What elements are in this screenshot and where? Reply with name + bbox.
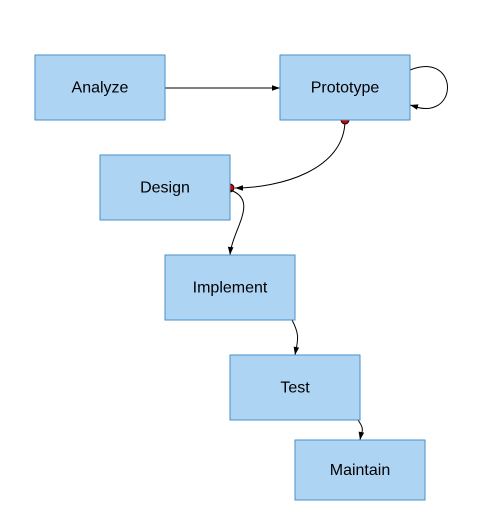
node-label: Prototype <box>311 80 380 97</box>
node-implement: Implement <box>165 255 295 320</box>
node-maintain: Maintain <box>295 440 425 500</box>
edge-test-to-maintain <box>358 420 364 440</box>
arrowhead-icon <box>359 432 365 440</box>
node-label: Implement <box>193 280 268 297</box>
edge-prototype-to-prototype <box>410 67 448 110</box>
node-design: Design <box>100 155 230 220</box>
node-label: Maintain <box>330 462 390 479</box>
node-prototype: Prototype <box>280 55 410 120</box>
node-label: Design <box>140 180 190 197</box>
arrowhead-icon <box>294 347 300 355</box>
arrowhead-icon <box>272 85 280 91</box>
edge-prototype-to-design <box>226 116 349 192</box>
node-label: Test <box>280 380 310 397</box>
node-analyze: Analyze <box>35 55 165 120</box>
arrowhead-icon <box>410 104 418 109</box>
flowchart-canvas: Analyze Prototype Design Implement Test Maint… <box>0 0 503 512</box>
nodes-layer: Analyze Prototype Design Implement Test Maint… <box>35 55 425 500</box>
arrowhead-icon <box>235 185 243 191</box>
arrowhead-icon <box>228 247 234 255</box>
node-label: Analyze <box>72 80 129 97</box>
node-test: Test <box>230 355 360 420</box>
edge-implement-to-test <box>292 320 299 355</box>
edge-analyze-to-prototype <box>165 85 280 91</box>
